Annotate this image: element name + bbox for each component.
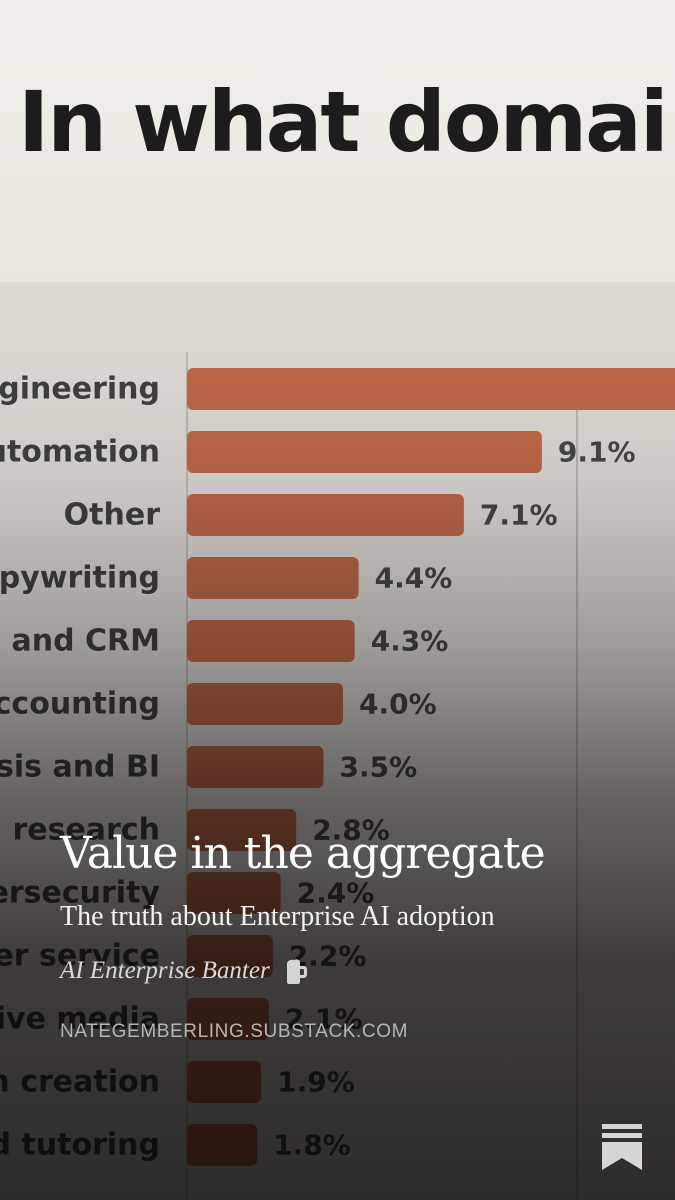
post-author: AI Enterprise Banter [60, 956, 270, 984]
post-author-row: AI Enterprise Banter [60, 957, 660, 985]
category-label-0: ngineering [0, 372, 160, 407]
substack-bookmark-icon[interactable] [602, 1124, 642, 1170]
post-domain[interactable]: NATEGEMBERLING.SUBSTACK.COM [60, 1020, 409, 1042]
chart-header-band: In what domai [0, 0, 675, 282]
beer-mug-icon [286, 958, 307, 984]
bar-3 [187, 557, 359, 599]
value-label-11: 1.9% [277, 1066, 355, 1099]
value-label-12: 1.8% [273, 1129, 351, 1162]
value-label-6: 3.5% [340, 751, 418, 784]
value-label-5: 4.0% [359, 688, 437, 721]
category-label-2: Other [64, 498, 161, 533]
category-label-1: automation [0, 435, 160, 470]
post-card[interactable]: Value in the aggregate The truth about E… [60, 828, 660, 1043]
bar-11 [187, 1061, 262, 1103]
category-label-5: accounting [0, 687, 160, 722]
bar-6 [187, 746, 324, 788]
post-title[interactable]: Value in the aggregate [60, 828, 546, 879]
bar-5 [187, 683, 343, 725]
category-label-6: ysis and BI [0, 750, 160, 785]
category-label-3: opywriting [0, 561, 160, 596]
category-label-12: nd tutoring [0, 1128, 160, 1163]
value-label-1: 9.1% [558, 436, 636, 469]
bar-1 [187, 431, 542, 473]
category-label-11: on creation [0, 1065, 160, 1100]
value-label-3: 4.4% [375, 562, 453, 595]
bar-4 [187, 620, 355, 662]
category-label-4: s and CRM [0, 624, 160, 659]
value-label-2: 7.1% [480, 499, 558, 532]
value-label-4: 4.3% [371, 625, 449, 658]
post-subtitle: The truth about Enterprise AI adoption [60, 900, 495, 932]
bar-0 [187, 368, 675, 410]
chart-heading: In what domai [18, 73, 669, 171]
bar-12 [187, 1124, 258, 1166]
bar-chart: ngineering automation 9.1% Other 7.1% opywrit… [0, 352, 675, 1200]
bar-2 [187, 494, 464, 536]
